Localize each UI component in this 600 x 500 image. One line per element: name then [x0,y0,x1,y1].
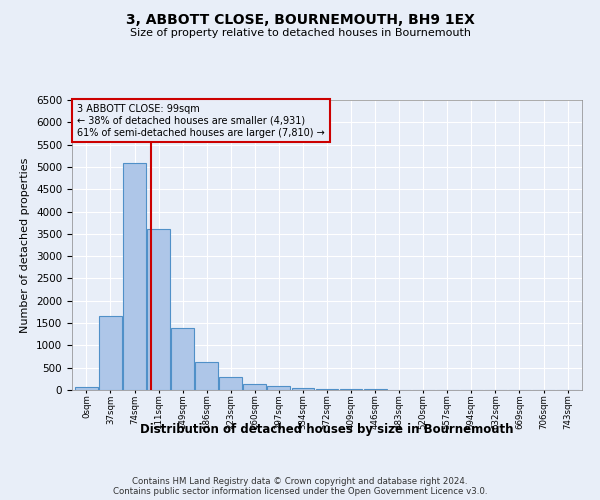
Bar [244,384,266,390]
Y-axis label: Number of detached properties: Number of detached properties [20,158,31,332]
Bar [195,362,218,390]
Text: Contains public sector information licensed under the Open Government Licence v3: Contains public sector information licen… [113,488,487,496]
Bar [220,376,242,390]
Text: 3, ABBOTT CLOSE, BOURNEMOUTH, BH9 1EX: 3, ABBOTT CLOSE, BOURNEMOUTH, BH9 1EX [125,12,475,26]
Text: Distribution of detached houses by size in Bournemouth: Distribution of detached houses by size … [140,422,514,436]
Bar [147,230,170,390]
Bar [99,316,122,390]
Bar [340,389,362,390]
Bar [292,388,314,390]
Text: 3 ABBOTT CLOSE: 99sqm
← 38% of detached houses are smaller (4,931)
61% of semi-d: 3 ABBOTT CLOSE: 99sqm ← 38% of detached … [77,104,325,138]
Bar [316,388,338,390]
Bar [171,328,194,390]
Text: Contains HM Land Registry data © Crown copyright and database right 2024.: Contains HM Land Registry data © Crown c… [132,478,468,486]
Bar [75,387,98,390]
Bar [268,386,290,390]
Text: Size of property relative to detached houses in Bournemouth: Size of property relative to detached ho… [130,28,470,38]
Bar [123,164,146,390]
